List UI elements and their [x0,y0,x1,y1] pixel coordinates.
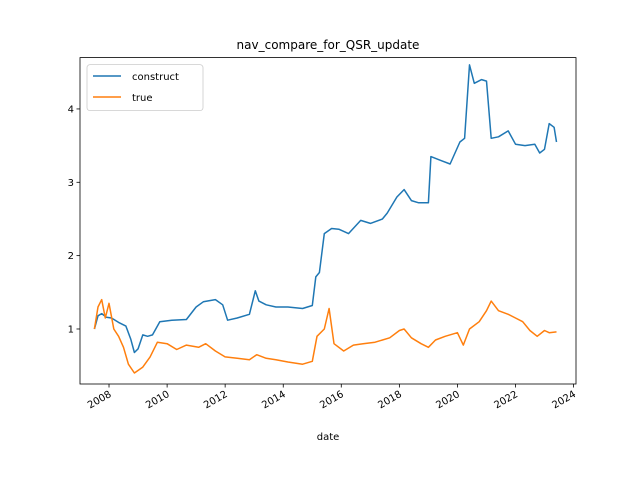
legend-label-true: true [132,93,153,104]
series-group [93,64,558,374]
x-axis-label: date [317,432,340,443]
chart-title: nav_compare_for_QSR_update [237,38,420,52]
series-line-construct [93,64,558,354]
y-tick-label: 2 [68,251,74,262]
y-tick-label: 4 [68,104,74,115]
plot-frame [79,57,577,385]
y-tick-label: 3 [68,178,74,189]
legend-label-construct: construct [132,72,179,83]
series-line-true [93,298,557,374]
y-tick-label: 1 [68,324,74,335]
legend: construct true [86,64,204,111]
y-axis: 1 2 3 4 [68,104,80,335]
